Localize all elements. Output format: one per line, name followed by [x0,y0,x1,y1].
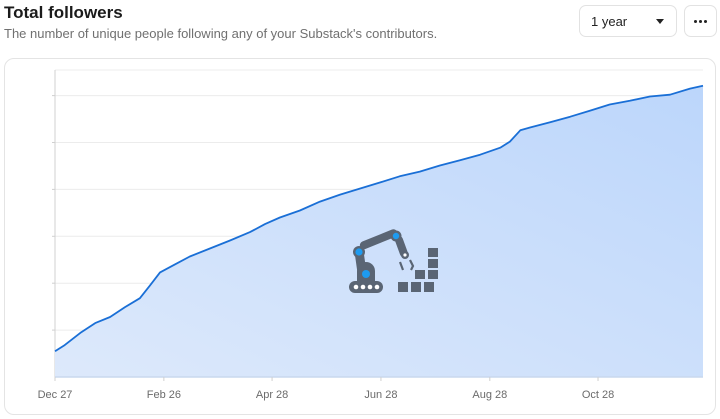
x-axis-tick-label: Oct 28 [581,389,615,401]
time-range-dropdown[interactable]: 1 year [579,5,677,37]
x-axis-tick-label: Apr 28 [255,389,289,401]
more-dot [699,19,702,23]
more-dot [704,19,707,23]
time-range-value: 1 year [591,13,628,29]
more-options-button[interactable] [684,5,717,37]
robot-arm-blocks-icon [349,229,438,293]
x-axis-tick-label: Jun 28 [364,389,398,401]
x-axis-tick-label: Aug 28 [472,389,508,401]
caret-down-icon [656,18,664,24]
more-horizontal-icon [694,19,697,23]
page-subtitle: The number of unique people following an… [4,26,438,41]
x-axis-tick-label: Dec 27 [37,389,73,401]
page-title: Total followers [4,3,123,22]
x-axis-tick-label: Feb 26 [146,389,181,401]
